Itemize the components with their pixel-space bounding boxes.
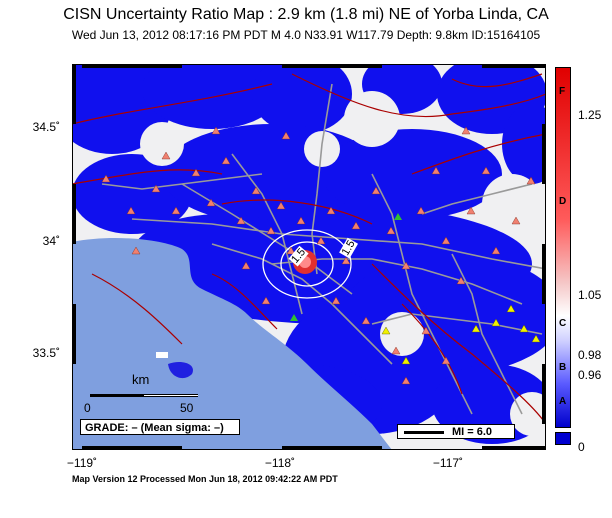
scale-start-label: 0	[84, 401, 91, 415]
lat-label-33-5: 33.5˚	[32, 346, 60, 360]
grade-B: B	[559, 362, 567, 373]
ocean	[72, 238, 392, 450]
scale-bar	[90, 394, 198, 397]
colorbar-tick-4: 0.96	[578, 368, 602, 382]
map-version-footer: Map Version 12 Processed Mon Jun 18, 201…	[72, 474, 338, 484]
map-title: CISN Uncertainty Ratio Map : 2.9 km (1.8…	[63, 6, 549, 23]
road-network	[101, 83, 546, 415]
grade-D: D	[559, 196, 567, 207]
contours	[262, 229, 352, 299]
fault-lines	[72, 73, 546, 425]
grade-C: C	[559, 318, 567, 329]
mi-legend: MI = 6.0	[397, 424, 515, 439]
colorbar-tick-1: 1.25	[578, 108, 602, 122]
island	[168, 362, 193, 379]
scale-bar-panel: km 0 50	[84, 372, 204, 415]
scale-unit: km	[132, 372, 150, 387]
lat-label-34: 34˚	[42, 234, 60, 248]
colorbar-tick-2: 1.05	[578, 288, 602, 302]
color-scale-bar	[555, 67, 571, 428]
scale-end-label: 50	[180, 401, 194, 415]
station-markers-green	[290, 213, 402, 321]
lat-label-34-5: 34.5˚	[32, 120, 60, 134]
colorbar-tick-3: 0.98	[578, 348, 602, 362]
grade-F: F	[559, 86, 566, 97]
lon-label-117: −117˚	[432, 456, 464, 470]
station-markers-yellow	[381, 304, 541, 365]
grade-box: GRADE: – (Mean sigma: –)	[80, 419, 240, 435]
map-panel[interactable]: 1.5 1.5	[72, 64, 546, 450]
color-scale-zero-swatch	[555, 432, 571, 445]
event-info: Wed Jun 13, 2012 08:17:16 PM PDT M 4.0 N…	[71, 28, 541, 42]
mi-line-sample	[404, 431, 444, 434]
station-markers	[101, 126, 536, 385]
lon-label-119: −119˚	[66, 456, 98, 470]
mi-label: MI = 6.0	[452, 426, 493, 438]
colorbar-tick-5: 0	[578, 440, 585, 454]
uncertainty-map	[72, 64, 546, 450]
lon-label-118: −118˚	[264, 456, 296, 470]
grade-A: A	[559, 396, 567, 407]
